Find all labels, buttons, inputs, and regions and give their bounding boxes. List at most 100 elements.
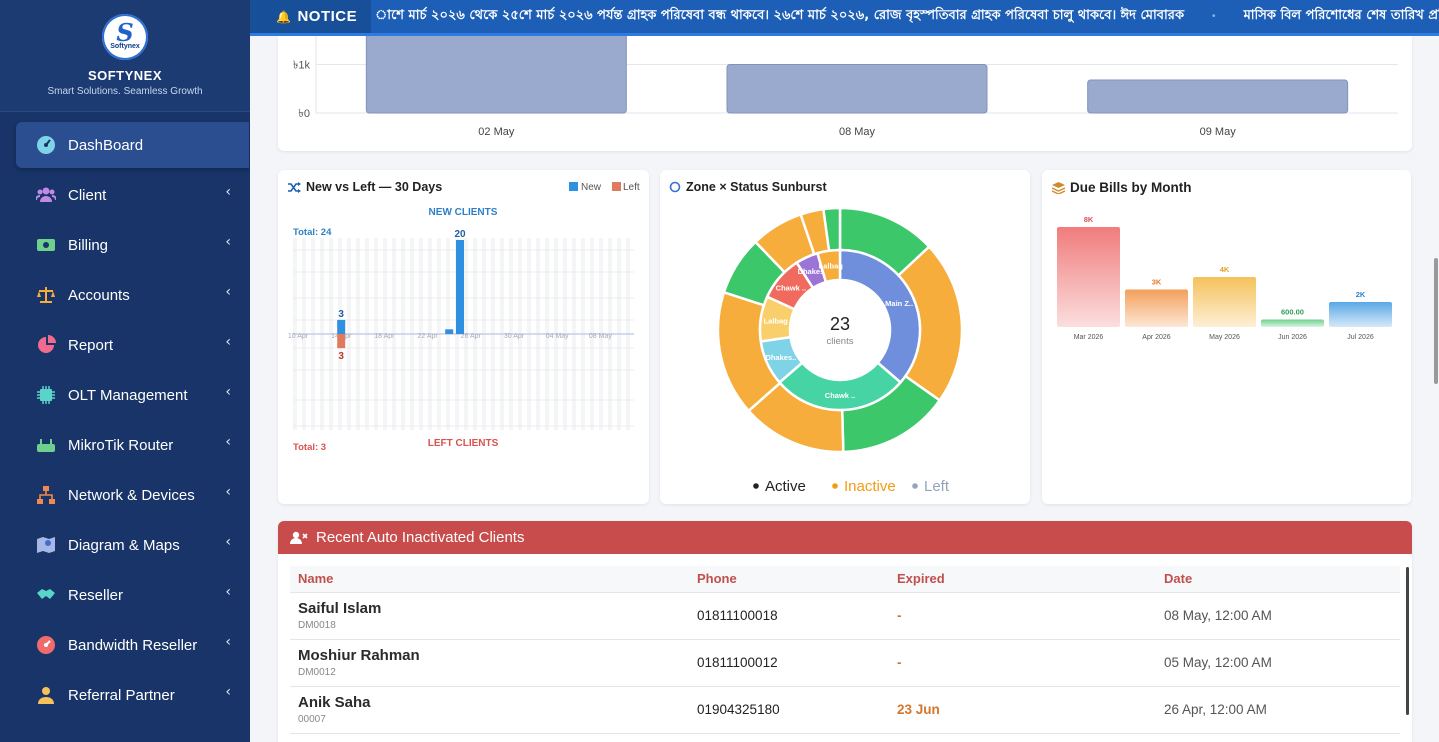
bell-icon: 🔔 [276, 9, 292, 24]
notice-text: াশে মার্চ ২০২৬ থেকে ২৫শে মার্চ ২০২৬ পর্য… [375, 8, 1185, 23]
due-bill-bar [1057, 227, 1120, 327]
legend-swatch-new [569, 182, 578, 191]
due-bill-value: 2K [1356, 290, 1366, 299]
left-bar-value: 3 [338, 351, 344, 362]
sidebar-item-label: Network & Devices [68, 486, 195, 504]
sidebar-item-mikrotik-router[interactable]: MikroTik Router ‹ [16, 422, 249, 468]
table-scrollbar[interactable] [1406, 567, 1409, 715]
sidebar-item-label: Bandwidth Reseller [68, 636, 198, 654]
sidebar-item-report[interactable]: Report ‹ [16, 322, 249, 368]
sidebar-item-label: MikroTik Router [68, 436, 174, 454]
new-vs-left-title: New vs Left — 30 Days [288, 180, 442, 194]
left-clients-label: LEFT CLIENTS [428, 438, 499, 449]
new-bar [337, 319, 346, 334]
x-tick-label: May 2026 [1209, 334, 1240, 341]
chevron-left-icon: ‹ [225, 684, 231, 700]
due-bill-value: 600.00 [1281, 308, 1304, 317]
sunburst-segment-label: Chawk .. [776, 283, 806, 292]
handshake-icon [36, 585, 56, 605]
chevron-left-icon: ‹ [225, 534, 231, 550]
sidebar-item-label: DashBoard [68, 136, 144, 154]
expired-cell: 23 Jun [889, 686, 1156, 734]
logo[interactable]: S Softynex [102, 14, 148, 60]
chevron-left-icon: ‹ [225, 234, 231, 250]
client-name[interactable]: Anik Saha [298, 694, 371, 711]
sunburst-segment-label: Main Z.. [885, 299, 913, 308]
sidebar: S Softynex SOFTYNEX Smart Solutions. Sea… [0, 0, 250, 742]
column-header-name[interactable]: Name [290, 566, 689, 593]
table-row[interactable]: Moshiur Rahman DM0012 01811100012 - 05 Ma… [290, 639, 1400, 687]
column-header-phone[interactable]: Phone [689, 566, 889, 593]
x-tick-label: 18 Apr [374, 333, 395, 340]
sidebar-item-reseller[interactable]: Reseller ‹ [16, 572, 249, 618]
notice-bar: 🔔 NOTICE াশে মার্চ ২০২৬ থেকে ২৫শে মার্চ … [250, 0, 1439, 36]
new-bar [456, 240, 464, 334]
sidebar-item-bandwidth-reseller[interactable]: Bandwidth Reseller ‹ [16, 622, 249, 668]
recent-inactivated-header: Recent Auto Inactivated Clients [278, 521, 1412, 554]
x-tick-label: 30 Apr [504, 333, 525, 340]
phone-cell: 01811100012 [689, 639, 889, 687]
sidebar-item-billing[interactable]: Billing ‹ [16, 222, 249, 268]
sidebar-item-referral-partner[interactable]: Referral Partner ‹ [16, 672, 249, 718]
chevron-left-icon: ‹ [225, 634, 231, 650]
due-bill-value: 3K [1152, 278, 1162, 287]
legend-dot [912, 483, 918, 489]
legend-label: Active [765, 478, 806, 495]
client-name[interactable]: Moshiur Rahman [298, 647, 420, 664]
sunburst-segment-label: Dhakes.. [798, 267, 829, 276]
chevron-left-icon: ‹ [225, 434, 231, 450]
sidebar-item-client[interactable]: Client ‹ [16, 172, 249, 218]
sidebar-item-network-devices[interactable]: Network & Devices ‹ [16, 472, 249, 518]
x-tick-label: 08 May [839, 126, 876, 138]
left-bar [337, 334, 346, 349]
new-vs-left-card: New vs Left — 30 Days New Left NEW CLIENTS… [278, 170, 649, 504]
name-cell: Anik Saha 00007 [290, 686, 689, 734]
x-tick-label: 04 May [546, 333, 569, 340]
sidebar-item-dashboard[interactable]: DashBoard [16, 122, 249, 168]
chevron-left-icon: ‹ [225, 184, 231, 200]
expired-cell: - [889, 592, 1156, 640]
sidebar-item-label: Reseller [68, 586, 124, 604]
recent-inactivated-card: Recent Auto Inactivated Clients Name Phon… [278, 521, 1412, 742]
brand-name: SOFTYNEX [87, 68, 163, 83]
chevron-left-icon: ‹ [225, 384, 231, 400]
sidebar-item-label: Accounts [68, 286, 130, 304]
client-id: DM0018 [298, 620, 336, 631]
network-icon [36, 485, 56, 505]
table-row[interactable]: Saiful Islam DM0018 01811100018 - 08 May,… [290, 592, 1400, 640]
x-tick-label: 26 Apr [461, 333, 482, 340]
due-bill-value: 8K [1084, 215, 1094, 224]
sunburst-inner-segment [838, 248, 922, 385]
sunburst-center-label: clients [827, 336, 854, 347]
revenue-bar [726, 64, 988, 114]
sunburst-center-value: 23 [830, 314, 850, 334]
name-cell: Saiful Islam DM0018 [290, 592, 689, 640]
sunburst-segment-label: Lalbag [764, 317, 789, 326]
due-bills-card: Due Bills by Month 8K Mar 2026 3K Apr 2026 4… [1042, 170, 1411, 504]
recent-table: Name Phone Expired Date Saiful Islam DM0018 … [290, 566, 1400, 734]
column-header-date[interactable]: Date [1156, 566, 1400, 593]
notice-separator: • [1212, 11, 1216, 22]
sunburst-inner-segment [815, 248, 842, 284]
column-header-expired[interactable]: Expired [889, 566, 1156, 593]
x-tick-label: Apr 2026 [1142, 334, 1171, 341]
table-row[interactable]: Anik Saha 00007 01904325180 23 Jun 26 Apr… [290, 686, 1400, 734]
due-bills-title: Due Bills by Month [1052, 180, 1192, 195]
x-tick-label: 08 May [589, 333, 612, 340]
x-tick-label: Jul 2026 [1347, 334, 1374, 341]
pie-chart-icon [36, 335, 56, 355]
client-name[interactable]: Saiful Islam [298, 600, 382, 617]
sunburst-segment-label: Dhakes.. [765, 353, 796, 362]
sunburst-card: Zone × Status Sunburst Main Z.. Chawk .. D… [660, 170, 1030, 504]
client-id: DM0012 [298, 667, 336, 678]
page-scrollbar[interactable] [1434, 258, 1438, 384]
sidebar-item-diagram-maps[interactable]: Diagram & Maps ‹ [16, 522, 249, 568]
layers-icon [1052, 181, 1065, 194]
sidebar-item-accounts[interactable]: Accounts ‹ [16, 272, 249, 318]
sidebar-item-olt-management[interactable]: OLT Management ‹ [16, 372, 249, 418]
new-clients-label: NEW CLIENTS [429, 207, 498, 218]
chevron-left-icon: ‹ [225, 334, 231, 350]
due-bill-bar [1261, 319, 1324, 327]
new-bar-value: 20 [454, 229, 466, 240]
